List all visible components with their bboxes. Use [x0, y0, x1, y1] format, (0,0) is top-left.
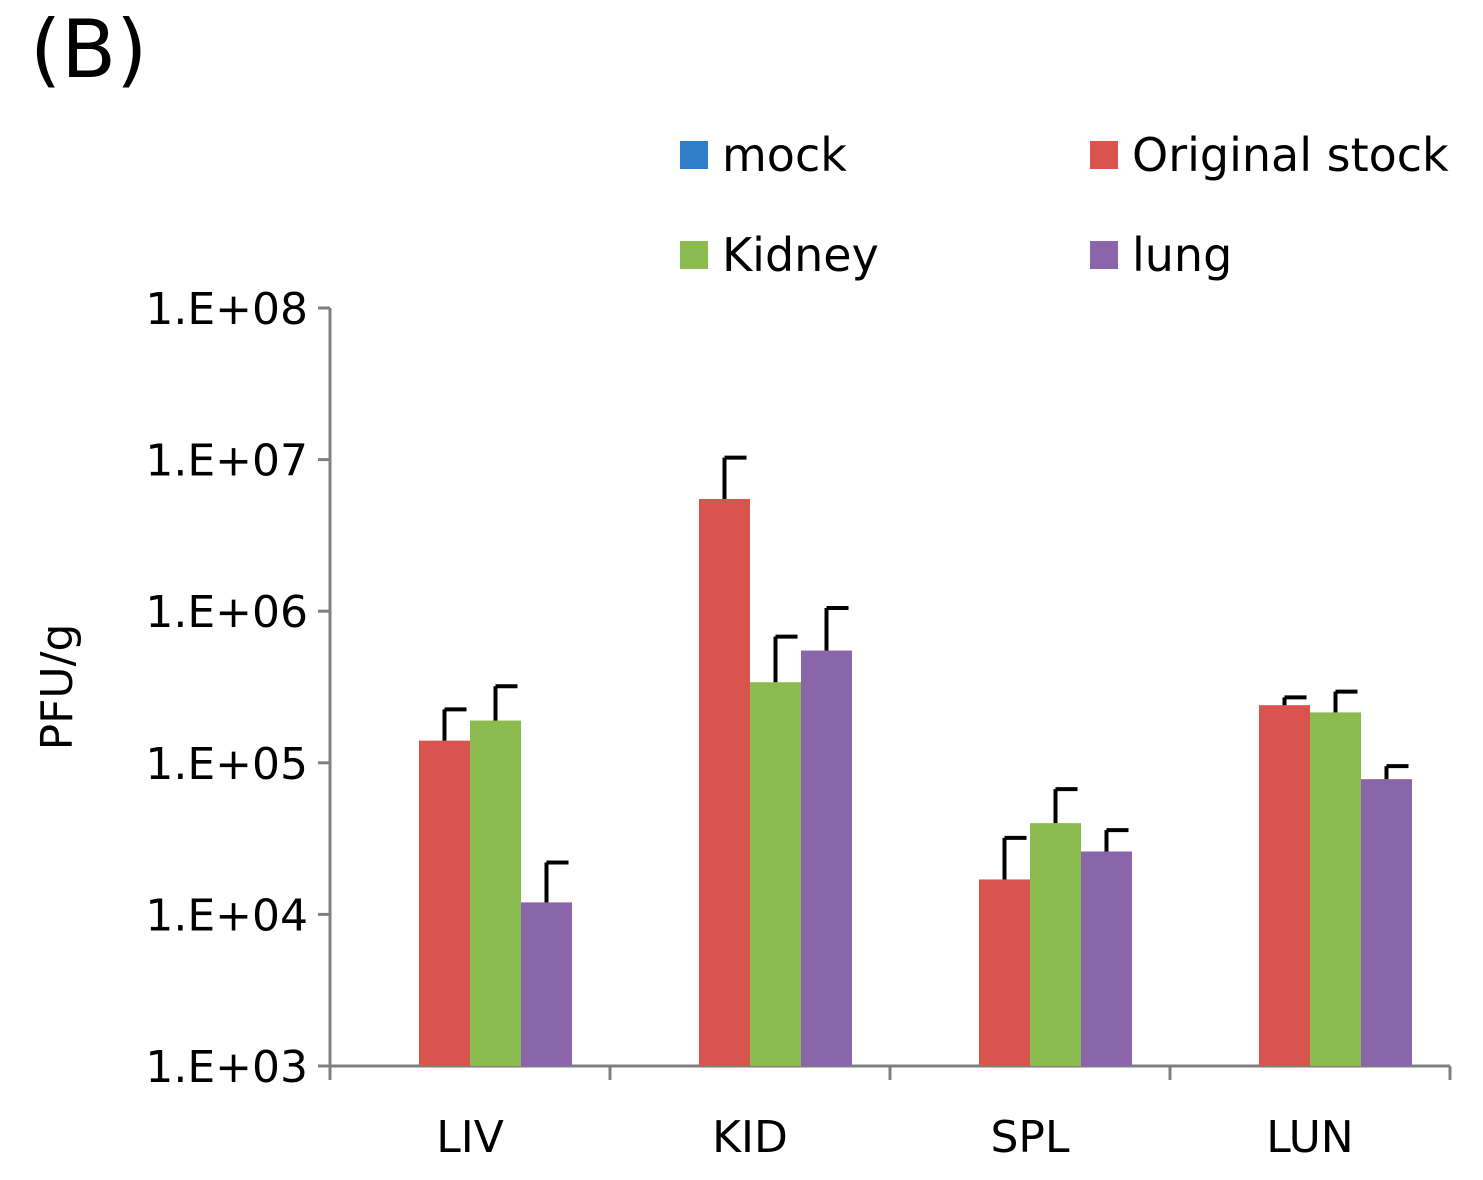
legend-swatch-original-stock	[1090, 141, 1118, 169]
legend-swatch-lung	[1090, 241, 1118, 269]
legend-label-original-stock: Original stock	[1132, 128, 1449, 182]
bar	[1259, 705, 1310, 1066]
y-tick-label: 1.E+07	[145, 436, 308, 487]
y-axis-title: PFU/g	[32, 624, 83, 751]
y-tick-label: 1.E+03	[145, 1042, 308, 1093]
chart-error-bars	[442, 455, 1409, 903]
legend-item-kidney: Kidney	[680, 228, 879, 282]
y-tick-label: 1.E+04	[145, 890, 308, 941]
x-tick-label: LIV	[436, 1112, 504, 1163]
chart-labels: 1.E+03 1.E+04 1.E+05 1.E+06 1.E+07 1.E+08 LIV K…	[32, 284, 1354, 1163]
y-tick-label: 1.E+05	[145, 739, 308, 790]
bar	[801, 650, 852, 1066]
x-tick-label: SPL	[991, 1112, 1070, 1163]
legend-swatch-kidney	[680, 241, 708, 269]
x-tick-label: KID	[712, 1112, 788, 1163]
bar	[1310, 712, 1361, 1066]
bar	[699, 498, 750, 1066]
bar	[521, 902, 572, 1066]
bar	[470, 720, 521, 1066]
bar	[419, 740, 470, 1066]
legend-label-kidney: Kidney	[722, 228, 879, 282]
legend-label-lung: lung	[1132, 228, 1233, 282]
panel-label: (B)	[30, 3, 148, 96]
chart-bars	[419, 498, 1412, 1066]
bar	[1030, 823, 1081, 1066]
y-tick-label: 1.E+08	[145, 284, 308, 335]
legend-item-lung: lung	[1090, 228, 1232, 282]
bar	[979, 879, 1030, 1066]
legend-item-mock: mock	[680, 128, 847, 182]
x-tick-label: LUN	[1266, 1112, 1353, 1163]
legend-swatch-mock	[680, 141, 708, 169]
bar	[1361, 779, 1412, 1066]
legend-label-mock: mock	[722, 128, 847, 182]
bar	[750, 682, 801, 1066]
bar	[1081, 851, 1132, 1066]
y-tick-label: 1.E+06	[145, 587, 308, 638]
legend-item-original-stock: Original stock	[1090, 128, 1449, 182]
